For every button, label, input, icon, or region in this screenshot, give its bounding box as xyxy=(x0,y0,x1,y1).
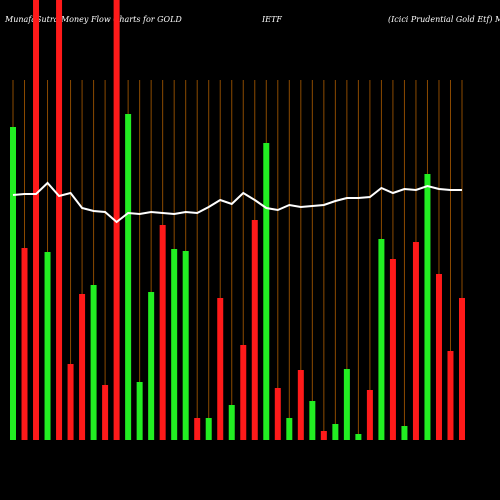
bar xyxy=(424,174,431,440)
chart-title: MunafaSutra Money Flow Charts for GOLD xyxy=(4,15,182,24)
bar xyxy=(44,252,51,440)
bar xyxy=(228,405,235,440)
bar xyxy=(343,369,350,440)
bar xyxy=(10,127,16,440)
chart-description: (Icici Prudential Gold Etf) MunafaSutra.… xyxy=(388,15,500,24)
bar xyxy=(251,220,258,440)
chart-subtitle: IETF xyxy=(261,15,282,24)
bar xyxy=(159,225,166,440)
bar xyxy=(148,292,155,440)
bar xyxy=(309,401,316,440)
bar xyxy=(366,390,373,440)
bar xyxy=(320,431,327,440)
bar xyxy=(102,385,109,440)
bar xyxy=(125,114,132,440)
bar xyxy=(355,434,362,440)
bar xyxy=(21,248,28,440)
bar xyxy=(459,298,465,440)
bar xyxy=(297,370,304,440)
bar xyxy=(274,388,281,440)
bar xyxy=(435,274,442,440)
bar xyxy=(412,242,419,440)
bar xyxy=(113,0,120,440)
bar xyxy=(56,0,63,440)
bar xyxy=(194,418,201,440)
bar xyxy=(205,418,212,440)
bar xyxy=(33,0,40,440)
bar xyxy=(171,249,178,440)
bar xyxy=(332,424,339,440)
bar xyxy=(378,239,385,440)
bar xyxy=(240,345,247,440)
bar xyxy=(401,426,408,440)
bar xyxy=(182,251,189,440)
bar xyxy=(389,259,396,440)
bar xyxy=(136,382,143,440)
bar xyxy=(217,298,224,440)
bar xyxy=(263,143,270,440)
bar xyxy=(286,418,293,440)
bar xyxy=(447,351,454,440)
bar xyxy=(90,285,97,440)
bar xyxy=(67,364,74,440)
bar xyxy=(79,294,86,440)
money-flow-line xyxy=(12,181,462,224)
